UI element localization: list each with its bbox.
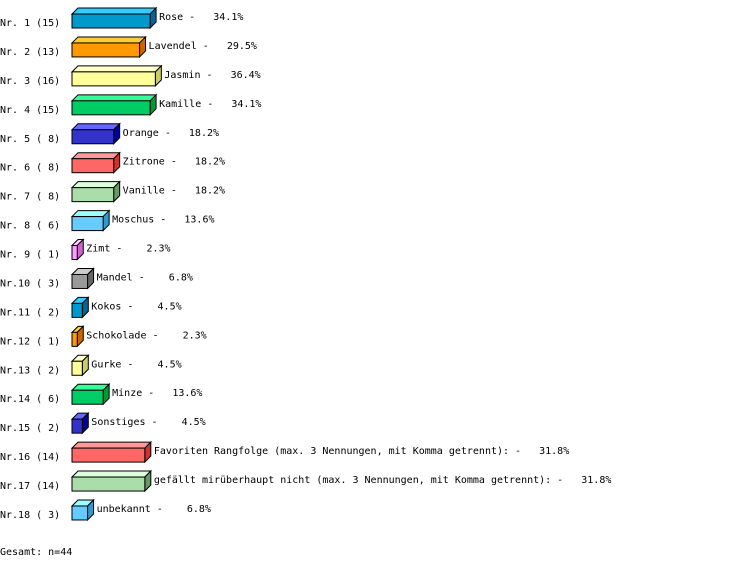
bar xyxy=(71,360,83,376)
row-label: Nr. 6 ( 8) xyxy=(0,163,60,174)
row-label: Nr. 5 ( 8) xyxy=(0,134,60,145)
value-label: Gurke - 4.5% xyxy=(91,359,181,370)
value-label: Favoriten Rangfolge (max. 3 Nennungen, m… xyxy=(154,446,569,457)
row-label: Nr.16 (14) xyxy=(0,452,60,463)
bar xyxy=(71,302,83,318)
row-label: Nr.11 ( 2) xyxy=(0,307,60,318)
value-label: Vanille - 18.2% xyxy=(123,186,225,197)
bar-top xyxy=(70,441,153,449)
value-label: Sonstiges - 4.5% xyxy=(91,417,205,428)
value-label: Jasmin - 36.4% xyxy=(164,70,260,81)
row-label: Nr.18 ( 3) xyxy=(0,510,60,521)
row-label: Nr.10 ( 3) xyxy=(0,278,60,289)
value-label: Lavendel - 29.5% xyxy=(149,41,257,52)
bar xyxy=(71,418,83,434)
bar-top xyxy=(70,470,153,478)
value-label: unbekannt - 6.8% xyxy=(97,504,211,515)
bar xyxy=(71,158,115,174)
row-label: Nr.14 ( 6) xyxy=(0,394,60,405)
value-label: Zitrone - 18.2% xyxy=(123,157,225,168)
bar-top xyxy=(70,123,121,131)
total-label: Gesamt: n=44 xyxy=(0,547,73,558)
row-label: Nr. 4 (15) xyxy=(0,105,60,116)
bar xyxy=(71,389,104,405)
value-label: Zimt - 2.3% xyxy=(86,244,170,255)
value-label: Orange - 18.2% xyxy=(123,128,219,139)
row-label: Nr. 2 (13) xyxy=(0,47,60,58)
bar xyxy=(71,187,115,203)
row-label: Nr.13 ( 2) xyxy=(0,365,60,376)
row-label: Nr. 3 (16) xyxy=(0,76,60,87)
bar xyxy=(71,129,115,145)
bar xyxy=(71,13,151,29)
row-label: Nr. 8 ( 6) xyxy=(0,221,60,232)
value-label: Schokolade - 2.3% xyxy=(86,330,206,341)
bar xyxy=(71,245,78,261)
bar xyxy=(71,216,104,232)
row-label: Nr.12 ( 1) xyxy=(0,336,60,347)
row-label: Nr. 9 ( 1) xyxy=(0,250,60,261)
bar-top xyxy=(70,7,158,15)
row-label: Nr. 1 (15) xyxy=(0,18,60,29)
bar xyxy=(71,273,89,289)
bar xyxy=(71,476,146,492)
bar xyxy=(71,331,78,347)
value-label: Minze - 13.6% xyxy=(112,388,202,399)
bar xyxy=(71,71,156,87)
bar xyxy=(71,447,146,463)
bar xyxy=(71,100,151,116)
bar-top xyxy=(70,65,163,73)
bar-top xyxy=(70,36,147,44)
bar-top xyxy=(70,152,121,160)
bar-top xyxy=(70,94,158,102)
value-label: Kamille - 34.1% xyxy=(159,99,261,110)
value-label: Mandel - 6.8% xyxy=(97,272,193,283)
bar-top xyxy=(70,181,121,189)
value-label: gefällt mirüberhaupt nicht (max. 3 Nennu… xyxy=(154,475,612,486)
row-label: Nr. 7 ( 8) xyxy=(0,192,60,203)
row-label: Nr.17 (14) xyxy=(0,481,60,492)
value-label: Rose - 34.1% xyxy=(159,12,243,23)
bar xyxy=(71,505,89,521)
bar xyxy=(71,42,141,58)
value-label: Kokos - 4.5% xyxy=(91,301,181,312)
value-label: Moschus - 13.6% xyxy=(112,215,214,226)
bar-chart: Nr. 1 (15) Rose - 34.1% Nr. 2 (13) Lavendel… xyxy=(0,6,612,522)
row-label: Nr.15 ( 2) xyxy=(0,423,60,434)
